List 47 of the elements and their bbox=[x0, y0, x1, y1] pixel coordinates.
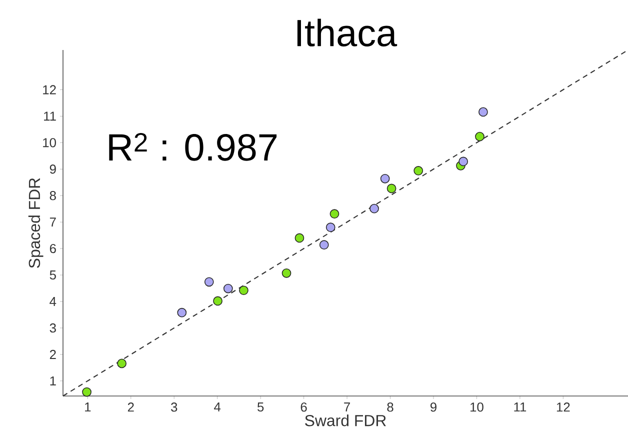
y-tick-label: 1 bbox=[50, 376, 56, 386]
point bbox=[117, 358, 126, 368]
x-tick-label: 4 bbox=[214, 402, 221, 412]
point bbox=[370, 204, 379, 214]
x-tick-label: 2 bbox=[128, 402, 134, 412]
x-axis-title: Sward FDR bbox=[305, 414, 386, 426]
point bbox=[475, 132, 484, 142]
y-tick-label: 10 bbox=[43, 138, 56, 148]
point bbox=[330, 209, 340, 219]
y-tick-label: 9 bbox=[50, 164, 56, 174]
point bbox=[213, 296, 222, 306]
y-tick-label: 4 bbox=[50, 297, 56, 306]
y-tick-label: 7 bbox=[50, 218, 56, 227]
point bbox=[82, 387, 92, 397]
point bbox=[223, 284, 233, 294]
x-tick-label: 5 bbox=[257, 402, 264, 412]
point bbox=[282, 268, 292, 278]
x-tick-label: 12 bbox=[556, 402, 570, 412]
y-tick-label: 2 bbox=[50, 350, 56, 359]
point bbox=[239, 286, 248, 296]
chart-title: Ithaca bbox=[297, 18, 398, 47]
x-tick-label: 9 bbox=[430, 402, 436, 412]
y-tick-label: 5 bbox=[50, 270, 56, 280]
y-tick-label: 12 bbox=[43, 85, 56, 94]
y-tick-label: 8 bbox=[50, 191, 56, 200]
y-tick-label: 3 bbox=[50, 323, 56, 333]
point bbox=[380, 174, 390, 184]
x-tick-label: 1 bbox=[85, 402, 91, 412]
y-axis-title: Spaced FDR bbox=[28, 178, 44, 268]
point bbox=[458, 156, 468, 166]
point bbox=[204, 277, 214, 287]
point bbox=[414, 166, 424, 176]
x-tick-label: 6 bbox=[300, 402, 307, 412]
point bbox=[386, 184, 396, 194]
annotation: R$^{2}$ : 0.987 bbox=[109, 132, 277, 161]
point bbox=[478, 107, 488, 117]
x-tick-label: 10 bbox=[470, 402, 484, 412]
point bbox=[319, 240, 329, 250]
y-tick-label: 11 bbox=[44, 112, 56, 121]
point bbox=[326, 222, 336, 232]
point bbox=[177, 308, 187, 318]
point bbox=[294, 233, 304, 243]
y-tick-label: 6 bbox=[50, 244, 56, 254]
x-tick-label: 8 bbox=[387, 402, 394, 412]
x-tick-label: 7 bbox=[344, 402, 350, 412]
x-tick-label: 11 bbox=[514, 402, 526, 412]
x-tick-label: 3 bbox=[171, 402, 178, 412]
